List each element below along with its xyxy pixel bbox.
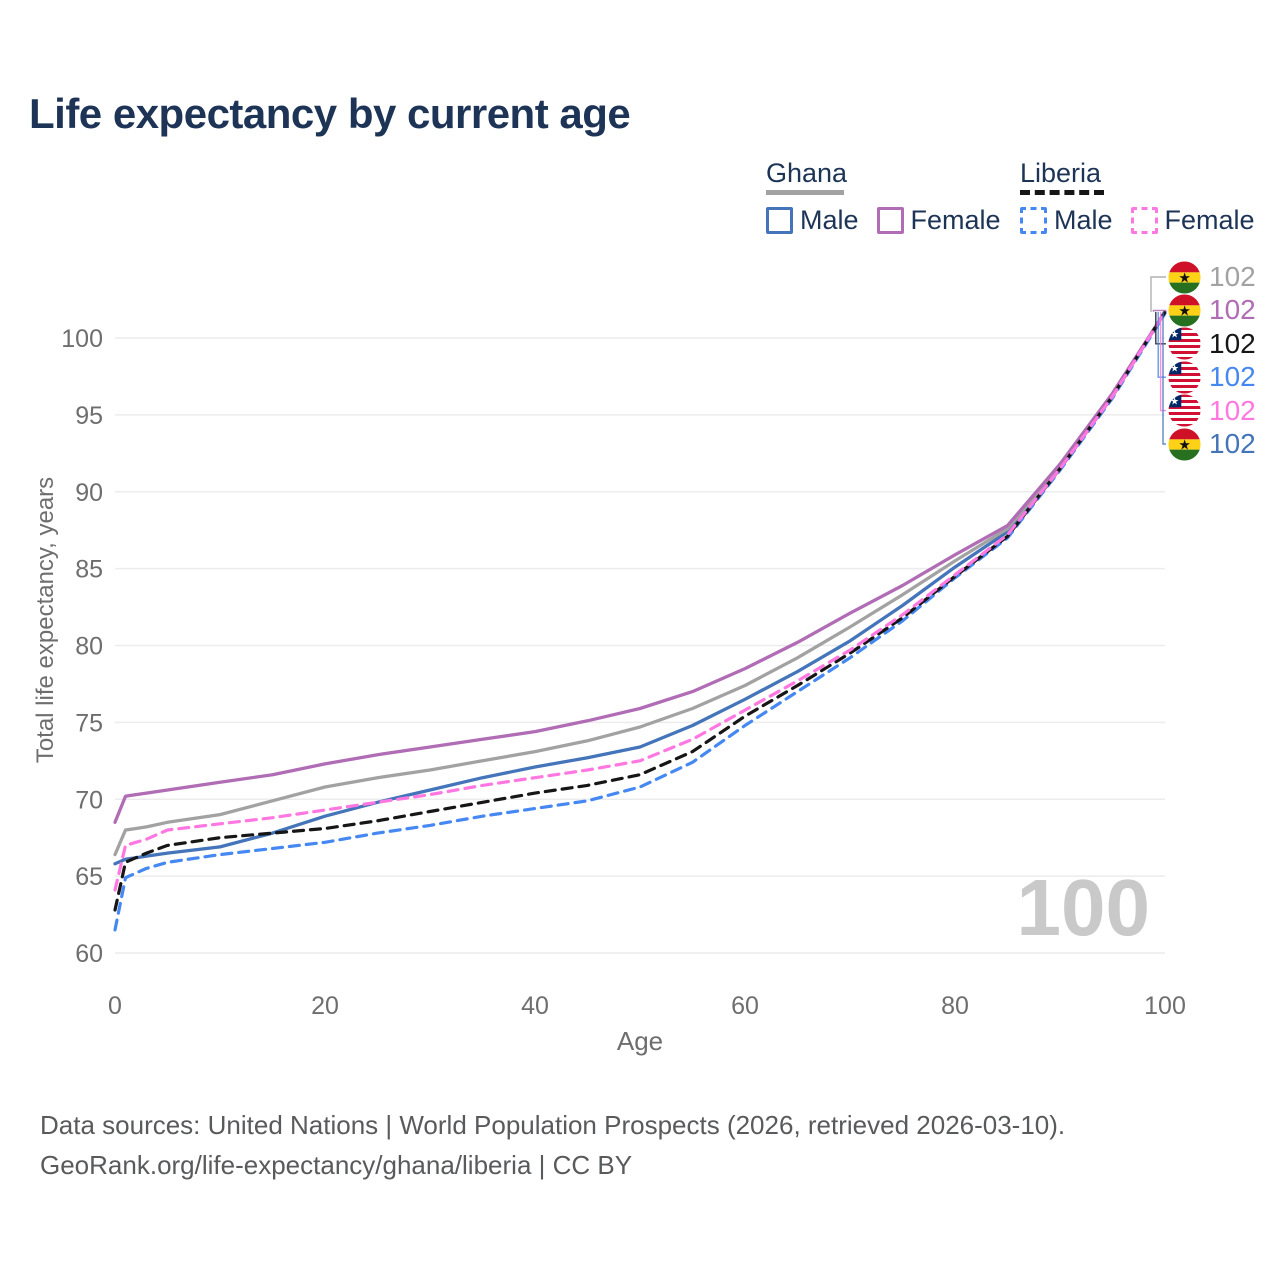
series-lines xyxy=(113,310,1167,932)
legend-item-label: Male xyxy=(1054,205,1113,235)
liberia-flag-icon: ★ xyxy=(1168,361,1201,394)
end-label-connectors xyxy=(1150,276,1166,445)
ghana-flag-icon: ★ xyxy=(1168,260,1201,294)
x-tick-20: 20 xyxy=(311,992,339,1020)
end-value: 102 xyxy=(1209,327,1256,359)
series-line-liberia-male[interactable] xyxy=(113,311,1167,932)
x-axis-tick-labels: 0 20 40 60 80 100 xyxy=(108,992,1186,1020)
connector-line xyxy=(1150,276,1166,312)
end-value: 102 xyxy=(1209,428,1256,459)
y-tick-70: 70 xyxy=(75,786,103,814)
legend-item-ghana-male[interactable]: Male xyxy=(766,205,859,236)
y-axis-title: Total life expectancy, years xyxy=(32,476,59,764)
svg-text:★: ★ xyxy=(1178,270,1190,285)
ghana-female-swatch-icon xyxy=(876,207,904,234)
svg-text:★: ★ xyxy=(1178,303,1190,318)
end-value: 102 xyxy=(1209,261,1256,292)
age-counter-watermark: 100 xyxy=(1016,863,1150,952)
y-tick-60: 60 xyxy=(75,940,103,968)
y-tick-75: 75 xyxy=(75,709,103,737)
legend-liberia-label: Liberia xyxy=(1020,158,1102,188)
liberia-flag-icon: ★ xyxy=(1168,394,1201,427)
legend-ghana-line-style-sample xyxy=(766,190,844,195)
end-label-ghana-0: ★ 102 xyxy=(1168,260,1256,294)
legend-item-label: Female xyxy=(1164,205,1255,235)
end-label-liberia-2: ★ 102 xyxy=(1168,327,1256,361)
x-tick-80: 80 xyxy=(941,992,969,1020)
ghana-flag-icon: ★ xyxy=(1168,294,1201,327)
page-title: Life expectancy by current age xyxy=(29,90,631,137)
connector-line xyxy=(1152,309,1166,312)
legend-item-liberia-female[interactable]: Female xyxy=(1130,205,1255,236)
svg-text:★: ★ xyxy=(1170,363,1179,374)
svg-text:★: ★ xyxy=(1170,330,1179,341)
end-label-liberia-3: ★ 102 xyxy=(1168,360,1256,394)
x-axis-title: Age xyxy=(616,1026,664,1056)
data-sources-text: Data sources: United Nations | World Pop… xyxy=(40,1110,1066,1140)
end-value: 102 xyxy=(1209,294,1256,326)
series-line-liberia-both-sexes[interactable] xyxy=(113,310,1167,912)
end-label-ghana-1: ★ 102 xyxy=(1168,293,1256,327)
legend-liberia-line-style-sample xyxy=(1020,190,1104,195)
series-line-liberia-female[interactable] xyxy=(113,310,1167,892)
liberia-female-swatch-icon xyxy=(1130,207,1158,234)
series-line-ghana-female[interactable] xyxy=(113,310,1167,824)
liberia-male-swatch-icon xyxy=(1020,207,1047,234)
y-tick-90: 90 xyxy=(75,479,103,507)
legend-item-liberia-male[interactable]: Male xyxy=(1020,205,1113,236)
ghana-flag-icon: ★ xyxy=(1168,427,1201,461)
series-line-ghana-both-sexes[interactable] xyxy=(113,310,1167,857)
legend-item-label: Male xyxy=(800,205,859,235)
end-value: 102 xyxy=(1209,394,1256,426)
x-tick-60: 60 xyxy=(731,992,759,1020)
connector-line xyxy=(1162,311,1166,445)
attribution-text: GeoRank.org/life-expectancy/ghana/liberi… xyxy=(40,1150,633,1180)
gridlines xyxy=(115,337,1165,954)
y-axis-tick-labels: 60 65 70 75 80 85 90 95 100 xyxy=(61,325,103,968)
y-tick-80: 80 xyxy=(75,633,103,661)
footer: Data sources: United Nations | World Pop… xyxy=(40,1105,1065,1185)
legend-ghana-label: Ghana xyxy=(766,158,848,188)
x-tick-40: 40 xyxy=(521,992,549,1020)
y-tick-65: 65 xyxy=(75,863,103,891)
end-label-ghana-5: ★ 102 xyxy=(1168,427,1256,461)
x-tick-100: 100 xyxy=(1144,992,1186,1020)
series-line-ghana-male[interactable] xyxy=(113,310,1167,866)
end-label-liberia-4: ★ 102 xyxy=(1168,394,1256,428)
liberia-flag-icon: ★ xyxy=(1168,327,1201,360)
legend-item-ghana-female[interactable]: Female xyxy=(876,205,1001,236)
y-tick-100: 100 xyxy=(61,325,103,353)
y-tick-95: 95 xyxy=(75,402,103,430)
svg-text:★: ★ xyxy=(1170,397,1179,408)
connector-line xyxy=(1159,311,1166,412)
legend-group-ghana: Ghana Male Female xyxy=(766,158,1019,236)
ghana-male-swatch-icon xyxy=(766,207,793,234)
svg-text:★: ★ xyxy=(1178,437,1190,452)
end-value: 102 xyxy=(1209,361,1256,393)
legend-group-liberia: Liberia Male Female xyxy=(1020,158,1273,236)
y-tick-85: 85 xyxy=(75,556,103,584)
legend-item-label: Female xyxy=(910,205,1001,235)
x-tick-0: 0 xyxy=(108,992,122,1020)
